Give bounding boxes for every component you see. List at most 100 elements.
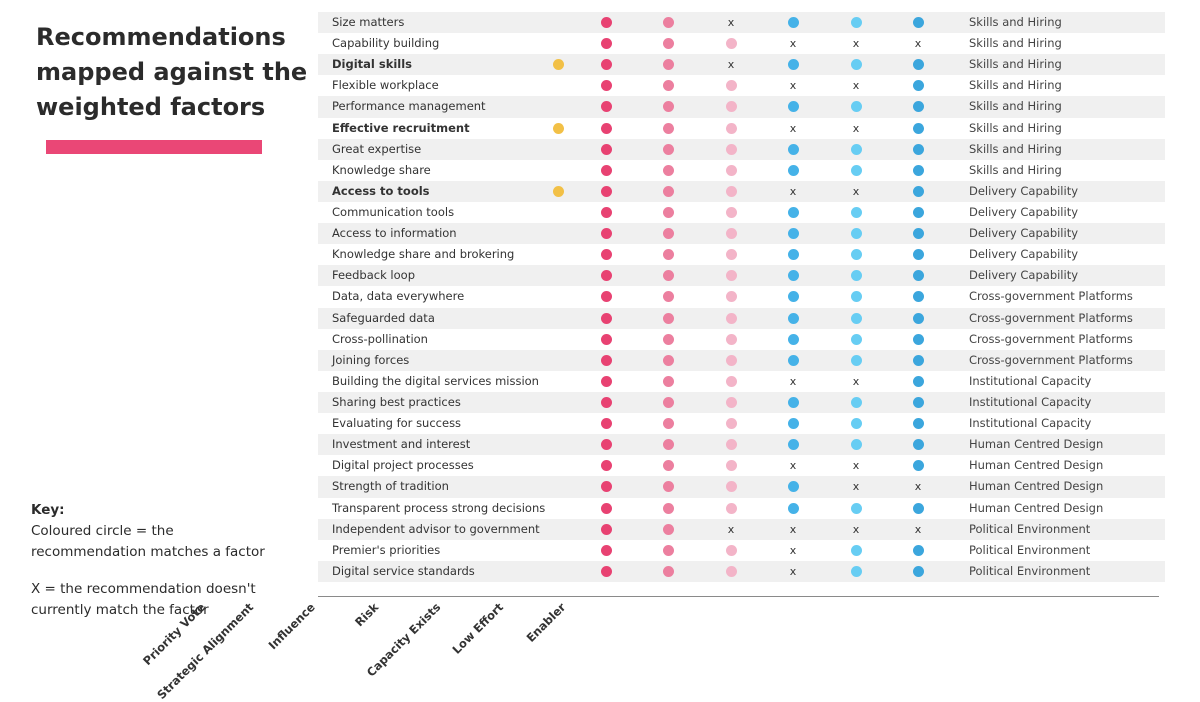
factor-cell — [658, 265, 678, 286]
strategic-alignment-match-dot — [600, 143, 612, 155]
category-label: Skills and Hiring — [969, 57, 1062, 72]
enabler-match-dot — [912, 333, 924, 345]
capacity-match-dot — [787, 312, 799, 324]
strategic-alignment-match-dot — [600, 333, 612, 345]
factor-cell — [846, 308, 866, 329]
factor-cell — [658, 498, 678, 519]
factor-cell — [596, 75, 616, 96]
factor-cell — [596, 413, 616, 434]
low-effort-match-dot — [850, 101, 862, 113]
influence-match-dot — [662, 354, 674, 366]
factor-cell — [908, 139, 928, 160]
factor-cell — [908, 371, 928, 392]
strategic-alignment-match-dot — [600, 38, 612, 50]
factor-cell — [596, 350, 616, 371]
risk-match-dot — [725, 439, 737, 451]
factor-cell — [596, 561, 616, 582]
influence-match-dot — [662, 207, 674, 219]
enabler-match-dot — [912, 397, 924, 409]
strategic-alignment-match-dot — [600, 207, 612, 219]
capacity-match-dot — [787, 270, 799, 282]
low-effort-match-dot — [850, 354, 862, 366]
factor-cell — [846, 139, 866, 160]
factor-cell — [658, 308, 678, 329]
low-effort-match-dot — [850, 397, 862, 409]
risk-match-dot — [725, 249, 737, 261]
risk-match-dot — [725, 228, 737, 240]
factor-cell — [721, 413, 741, 434]
enabler-match-dot — [912, 354, 924, 366]
factor-cell — [721, 33, 741, 54]
factor-cell — [908, 561, 928, 582]
factor-cell — [846, 223, 866, 244]
factor-cell — [548, 54, 568, 75]
table-row: Size matters x Skills and Hiring — [318, 12, 1165, 34]
enabler-match-dot — [912, 270, 924, 282]
factor-cell — [658, 244, 678, 265]
strategic-alignment-match-dot — [600, 418, 612, 430]
table-row: Capability building x x x Skills and Hiring — [318, 33, 1165, 54]
enabler-match-dot — [912, 80, 924, 92]
factor-cell — [908, 265, 928, 286]
table-row: Transparent process strong decisions Huma… — [318, 498, 1165, 519]
factor-cell — [596, 223, 616, 244]
influence-match-dot — [662, 397, 674, 409]
factor-cell — [721, 75, 741, 96]
factor-cell — [658, 202, 678, 223]
category-label: Institutional Capacity — [969, 394, 1092, 409]
table-row: Building the digital services mission x x I… — [318, 371, 1165, 392]
table-row: Strength of tradition x x Human Centred Des… — [318, 476, 1165, 498]
column-label-enabler: Enabler — [523, 600, 568, 645]
title-accent-bar — [46, 140, 262, 154]
influence-match-dot — [662, 270, 674, 282]
factor-cell — [596, 96, 616, 117]
factor-cell — [596, 181, 616, 202]
category-label: Delivery Capability — [969, 268, 1079, 283]
strategic-alignment-match-dot — [600, 523, 612, 535]
category-label: Skills and Hiring — [969, 36, 1062, 51]
category-label: Skills and Hiring — [969, 78, 1062, 93]
category-label: Institutional Capacity — [969, 373, 1092, 388]
factor-cell — [783, 12, 803, 33]
influence-match-dot — [662, 333, 674, 345]
enabler-match-dot — [912, 122, 924, 134]
influence-match-dot — [662, 481, 674, 493]
capacity-no-match-x: x — [789, 121, 797, 135]
table-row: Cross-pollination Cross-government Platfo… — [318, 329, 1165, 350]
influence-match-dot — [662, 312, 674, 324]
factor-cell — [658, 223, 678, 244]
enabler-match-dot — [912, 312, 924, 324]
recommendation-name: Sharing best practices — [332, 394, 461, 409]
table-row: Effective recruitment x x Skills and Hiring — [318, 118, 1165, 139]
factor-cell — [846, 202, 866, 223]
enabler-match-dot — [912, 207, 924, 219]
low-effort-match-dot — [850, 565, 862, 577]
recommendation-name: Flexible workplace — [332, 78, 439, 93]
influence-match-dot — [662, 59, 674, 71]
strategic-alignment-match-dot — [600, 80, 612, 92]
factor-cell — [783, 96, 803, 117]
key-x-line-2: currently match the factor — [31, 602, 209, 618]
low-effort-match-dot — [850, 312, 862, 324]
recommendation-name: Knowledge share — [332, 162, 431, 177]
recommendation-name: Access to tools — [332, 183, 430, 198]
factor-cell — [658, 434, 678, 455]
table-row: Premier's priorities x Political Environme… — [318, 540, 1165, 561]
factor-cell — [721, 181, 741, 202]
table-row: Access to information Delivery Capability — [318, 223, 1165, 245]
capacity-match-dot — [787, 418, 799, 430]
factor-cell — [846, 434, 866, 455]
low-effort-match-dot — [850, 164, 862, 176]
risk-no-match-x: x — [727, 522, 735, 536]
factor-cell — [596, 160, 616, 181]
factor-cell — [908, 498, 928, 519]
strategic-alignment-match-dot — [600, 59, 612, 71]
influence-match-dot — [662, 101, 674, 113]
strategic-alignment-match-dot — [600, 460, 612, 472]
factor-cell — [908, 286, 928, 307]
factor-cell — [846, 350, 866, 371]
factor-cell — [908, 96, 928, 117]
recommendation-name: Feedback loop — [332, 268, 415, 283]
factor-cell — [658, 75, 678, 96]
priority-match-dot — [552, 59, 564, 71]
